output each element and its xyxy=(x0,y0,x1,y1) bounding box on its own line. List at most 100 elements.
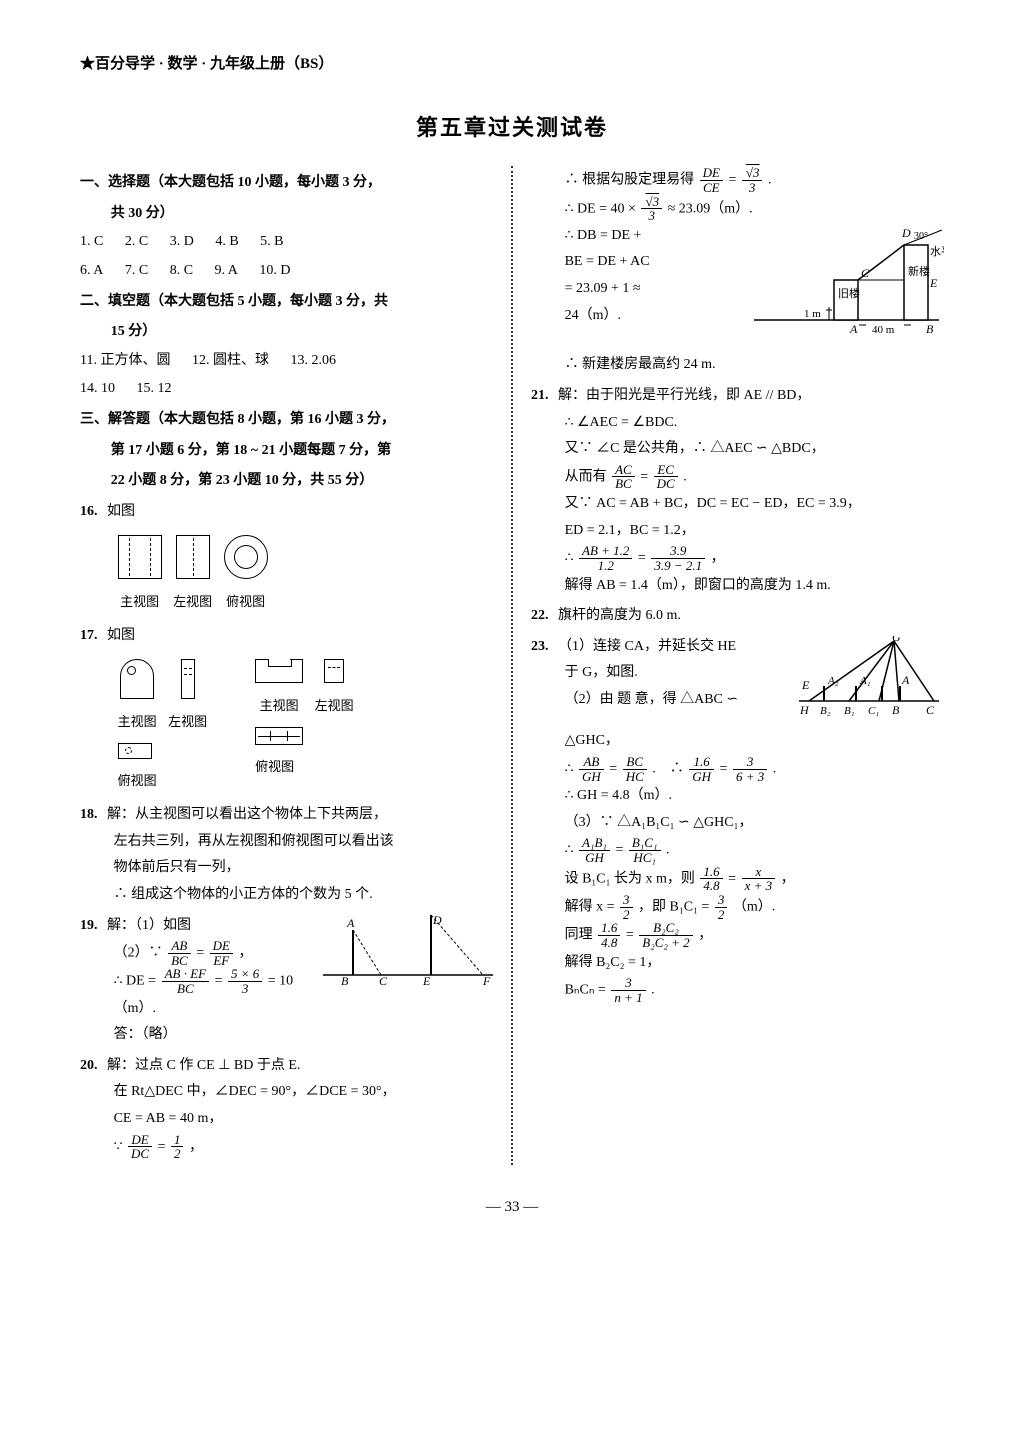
mc-9: 9. A xyxy=(215,258,238,285)
mc-row2: 6. A 7. C 8. C 9. A 10. D xyxy=(80,258,493,285)
q20: 20. 解：过点 C 作 CE ⊥ BD 于点 E. 在 Rt△DEC 中，∠D… xyxy=(80,1053,493,1161)
q19: 19. 解：（1）如图 A B C D E F （2）∵ xyxy=(80,913,493,1049)
q16-cap2: 左视图 xyxy=(173,590,212,615)
page-footer: — 33 — xyxy=(80,1193,944,1222)
fb-11: 11. 正方体、圆 xyxy=(80,348,170,375)
mc-8: 8. C xyxy=(170,258,193,285)
q16-figures: 主视图 左视图 俯视图 xyxy=(114,531,493,618)
q17-a2-cap: 左视图 xyxy=(168,710,207,735)
q17-a1-cap: 主视图 xyxy=(118,710,157,735)
svg-text:新楼: 新楼 xyxy=(908,264,930,278)
q17-a3-cap: 俯视图 xyxy=(118,769,208,794)
svg-text:水平线: 水平线 xyxy=(930,244,944,258)
q22-text: 旗杆的高度为 6.0 m. xyxy=(558,608,681,623)
q21-l4: 从而有 ACBC = ECDC . xyxy=(531,463,944,491)
q23-l6: ∴ A₁B₁GH = B₁C₁HC₁ . xyxy=(531,836,944,864)
svg-text:E: E xyxy=(929,276,938,290)
svg-text:D: D xyxy=(901,226,911,240)
q20-building-svg: 旧楼 新楼 D 30° 水平线 C E A B 1 m 40 m xyxy=(744,225,944,340)
mc-4: 4. B xyxy=(215,229,238,256)
fb-row1: 11. 正方体、圆 12. 圆柱、球 13. 2.06 xyxy=(80,348,493,375)
page-title: 第五章过关测试卷 xyxy=(80,107,944,149)
q20-l1: 解：过点 C 作 CE ⊥ BD 于点 E. xyxy=(107,1058,300,1073)
q21-l5: 又∵ AC = AB + BC，DC = EC − ED，EC = 3.9， xyxy=(531,491,944,518)
svg-text:E: E xyxy=(422,974,431,987)
q23-l10: 解得 B₂C₂ = 1， xyxy=(531,950,944,977)
q19-l2a: （2）∵ xyxy=(114,945,167,960)
q23-l4: ∴ GH = 4.8（m）. xyxy=(531,783,944,810)
svg-text:A: A xyxy=(346,916,355,930)
svg-text:C: C xyxy=(379,974,388,987)
q21-l3: 又∵ ∠C 是公共角，∴ △AEC ∽ △BDC， xyxy=(531,436,944,463)
q16: 16. 如图 主视图 左视图 xyxy=(80,499,493,619)
q20c-l7: ∴ 新建楼房最高约 24 m. xyxy=(531,352,944,379)
q17-groupA: 主视图 左视图 xyxy=(114,655,212,798)
q17-a3: 俯视图 xyxy=(118,743,208,794)
q21-l6: ED = 2.1，BC = 1.2， xyxy=(531,518,944,545)
section3-head-line3: 22 小题 8 分，第 23 小题 10 分，共 55 分） xyxy=(80,468,493,495)
q16-fig1: 主视图 xyxy=(118,535,162,614)
q20-l3: CE = AB = 40 m， xyxy=(80,1106,493,1133)
svg-text:E: E xyxy=(801,678,810,692)
q16-fig2: 左视图 xyxy=(173,535,212,614)
mc-row1: 1. C 2. C 3. D 4. B 5. B xyxy=(80,229,493,256)
fb-14: 14. 10 xyxy=(80,376,115,403)
q17-text: 如图 xyxy=(107,628,135,643)
q21-l7: ∴ AB + 1.21.2 = 3.93.9 − 2.1 ， xyxy=(531,544,944,572)
svg-text:B₂: B₂ xyxy=(820,705,831,716)
q23-l9: 同理 1.64.8 = B₂C₂B₂C₂ + 2 ， xyxy=(531,921,944,949)
section3-head: 三、解答题（本大题包括 8 小题，第 16 小题 3 分， xyxy=(80,407,493,434)
q23-l1: （1）连接 CA，并延长交 HE xyxy=(558,639,736,654)
svg-text:C: C xyxy=(926,703,935,716)
q17-number: 17. xyxy=(80,628,98,643)
fb-row2: 14. 10 15. 12 xyxy=(80,376,493,403)
columns: 一、选择题（本大题包括 10 小题，每小题 3 分， 共 30 分） 1. C … xyxy=(80,166,944,1165)
mc-6: 6. A xyxy=(80,258,103,285)
svg-text:F: F xyxy=(482,974,491,987)
q23-svg: G E A₂ A₁ A H B₂ B₁ C₁ B C xyxy=(794,636,944,716)
svg-text:C: C xyxy=(861,266,870,280)
q17: 17. 如图 主视图 xyxy=(80,623,493,798)
q17-b3: 俯视图 xyxy=(255,727,354,780)
q16-cap1: 主视图 xyxy=(118,590,162,615)
column-divider xyxy=(511,166,513,1165)
q17-figures: 主视图 左视图 xyxy=(114,655,493,798)
q20c-l1: ∴ 根据勾股定理易得 DECE = √33 . xyxy=(531,166,944,194)
svg-text:40 m: 40 m xyxy=(872,324,895,336)
q17-b2-cap: 左视图 xyxy=(315,694,354,719)
mc-7: 7. C xyxy=(125,258,148,285)
q23: 23. （1）连接 CA，并延长交 HE G E A₂ xyxy=(531,634,944,1005)
svg-text:B: B xyxy=(892,703,900,716)
mc-10: 10. D xyxy=(259,258,290,285)
q17-b2: 左视图 xyxy=(315,659,354,718)
q16-text: 如图 xyxy=(107,504,135,519)
mc-1: 1. C xyxy=(80,229,103,256)
q19-figure: A B C D E F xyxy=(323,915,493,987)
page-header: ★百分导学 · 数学 · 九年级上册（BS） xyxy=(80,50,944,79)
left-column: 一、选择题（本大题包括 10 小题，每小题 3 分， 共 30 分） 1. C … xyxy=(80,166,493,1165)
mc-5: 5. B xyxy=(260,229,283,256)
svg-text:C₁: C₁ xyxy=(868,705,879,716)
svg-text:G: G xyxy=(892,636,901,644)
q18-l1: 解：从主视图可以看出这个物体上下共两层， xyxy=(107,807,387,822)
q16-cap3: 俯视图 xyxy=(224,590,268,615)
fb-13: 13. 2.06 xyxy=(290,348,336,375)
svg-text:H: H xyxy=(799,703,810,716)
mc-3: 3. D xyxy=(170,229,194,256)
q19-l1: 解：（1）如图 xyxy=(107,918,191,933)
svg-text:A: A xyxy=(849,322,858,336)
q23-l3: ∴ ABGH = BCHC . ∴ 1.6GH = 36 + 3 . xyxy=(531,755,944,783)
section1-head-line2: 共 30 分） xyxy=(80,201,493,228)
q22: 22. 旗杆的高度为 6.0 m. xyxy=(531,603,944,630)
svg-text:旧楼: 旧楼 xyxy=(838,286,860,300)
q17-a2: 左视图 xyxy=(168,659,207,734)
q16-number: 16. xyxy=(80,504,98,519)
svg-text:A₂: A₂ xyxy=(827,675,839,687)
svg-text:B: B xyxy=(341,974,349,987)
q18-l4: ∴ 组成这个物体的小正方体的个数为 5 个. xyxy=(80,882,493,909)
q16-fig3: 俯视图 xyxy=(224,535,268,614)
section2-head: 二、填空题（本大题包括 5 小题，每小题 3 分，共 xyxy=(80,289,493,316)
q18-l3: 物体前后只有一列， xyxy=(80,855,493,882)
mc-2: 2. C xyxy=(125,229,148,256)
svg-text:A: A xyxy=(901,673,910,687)
